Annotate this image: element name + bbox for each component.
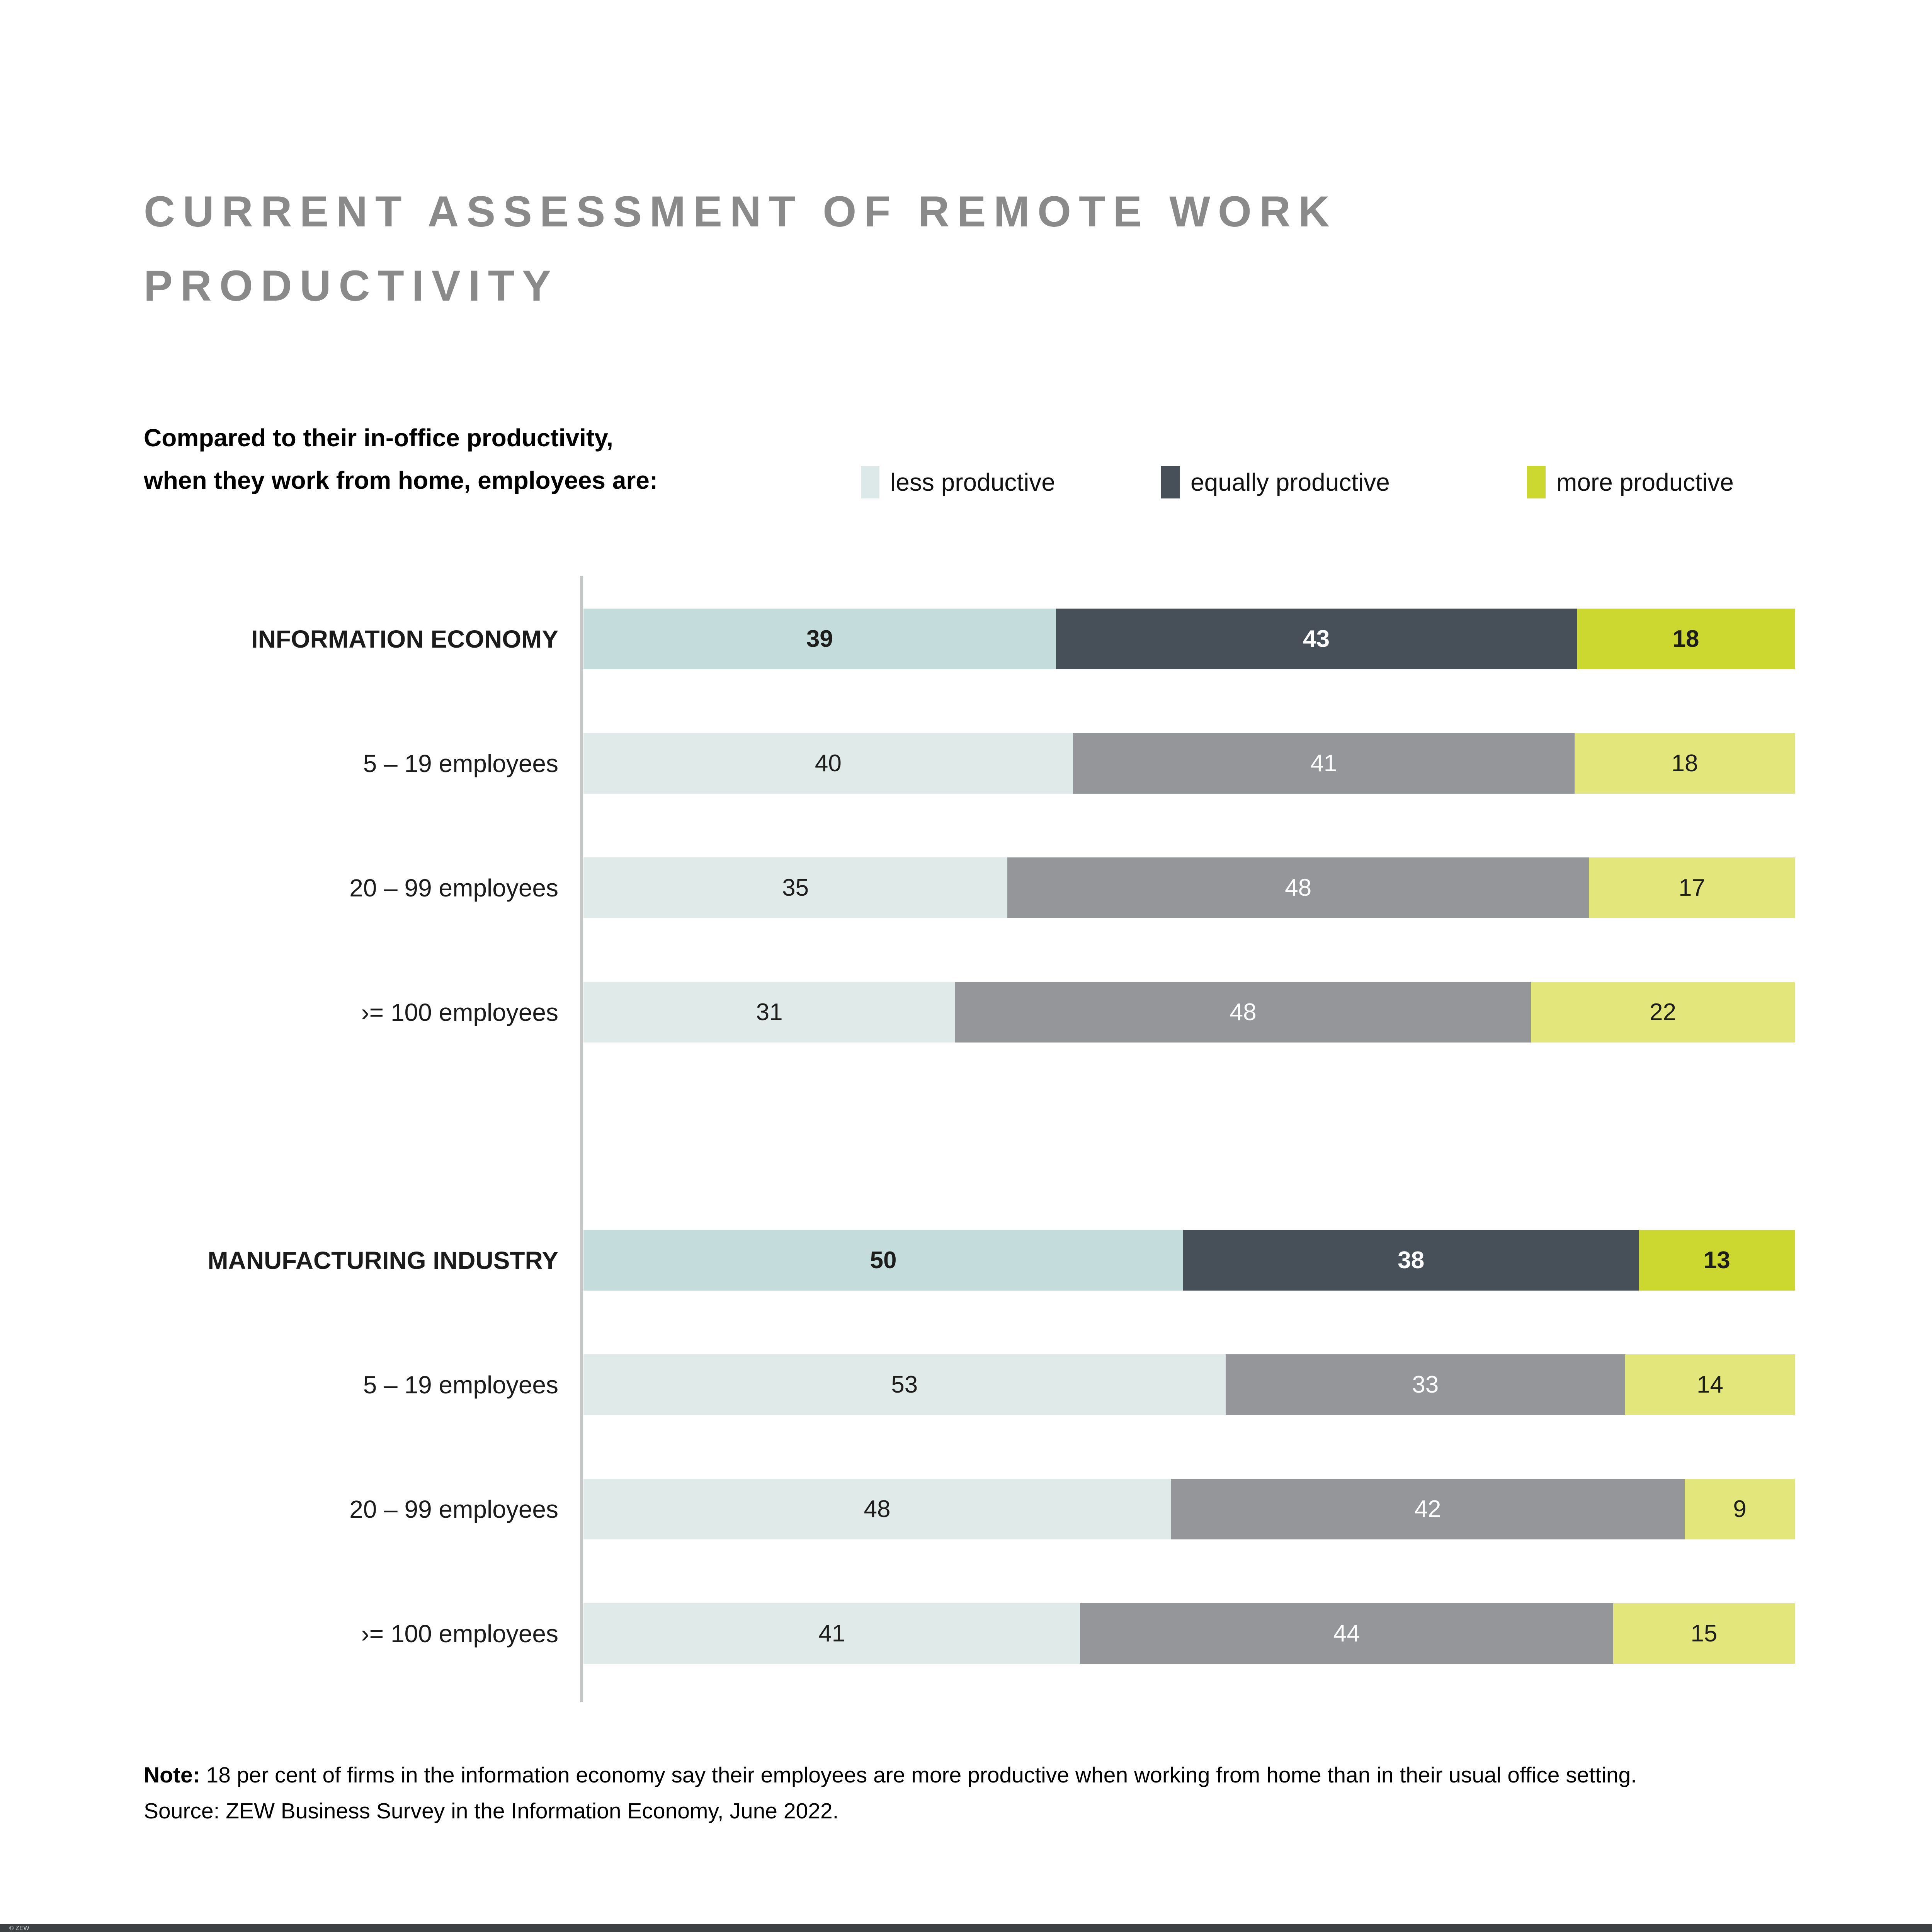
stacked-bar: 39 43 18 xyxy=(583,609,1795,669)
bar-segment-less-productive: 50 xyxy=(583,1230,1183,1291)
stacked-bar: 31 48 22 xyxy=(583,982,1795,1043)
segment-value: 44 xyxy=(1333,1620,1360,1647)
segment-value: 42 xyxy=(1414,1496,1441,1522)
bar-segment-more-productive: 17 xyxy=(1589,857,1795,918)
legend-label: more productive xyxy=(1556,468,1734,496)
segment-value: 40 xyxy=(815,750,842,777)
bar-segment-equally-productive: 48 xyxy=(955,982,1531,1043)
legend-label: less productive xyxy=(890,468,1055,496)
segment-value: 48 xyxy=(864,1496,891,1522)
segment-value: 48 xyxy=(1285,874,1312,901)
segment-value: 41 xyxy=(818,1620,845,1647)
row-label: 20 – 99 employees xyxy=(349,874,558,902)
stacked-bar: 35 48 17 xyxy=(583,857,1795,918)
chart-row: ›= 100 employees 41 44 15 xyxy=(0,1603,1932,1664)
bar-segment-more-productive: 18 xyxy=(1577,609,1795,669)
segment-value: 22 xyxy=(1650,999,1677,1026)
footnote: Note: 18 per cent of firms in the inform… xyxy=(144,1757,1637,1829)
stacked-bar: 53 33 14 xyxy=(583,1354,1795,1415)
segment-value: 18 xyxy=(1672,626,1699,652)
bar-segment-more-productive: 13 xyxy=(1639,1230,1795,1291)
legend-label: equally productive xyxy=(1190,468,1390,496)
segment-value: 9 xyxy=(1733,1496,1747,1522)
bar-segment-less-productive: 35 xyxy=(583,857,1008,918)
legend-item: less productive xyxy=(861,466,1055,498)
segment-value: 38 xyxy=(1398,1247,1425,1274)
chart-subtitle: Compared to their in-office productivity… xyxy=(144,417,658,502)
bar-segment-equally-productive: 38 xyxy=(1183,1230,1639,1291)
segment-value: 15 xyxy=(1690,1620,1718,1647)
page-title-line2: PRODUCTIVITY xyxy=(144,262,559,310)
segment-value: 13 xyxy=(1703,1247,1730,1274)
page-title: CURRENT ASSESSMENT OF REMOTE WORK PRODUC… xyxy=(144,175,1337,323)
bar-segment-less-productive: 53 xyxy=(583,1354,1226,1415)
row-label: 5 – 19 employees xyxy=(363,749,558,777)
segment-value: 41 xyxy=(1310,750,1337,777)
segment-value: 43 xyxy=(1303,626,1330,652)
row-label: ›= 100 employees xyxy=(361,1619,558,1648)
stacked-bar: 50 38 13 xyxy=(583,1230,1795,1291)
legend-swatch xyxy=(861,466,879,498)
segment-value: 17 xyxy=(1679,874,1705,901)
bar-segment-equally-productive: 42 xyxy=(1171,1479,1685,1539)
segment-value: 39 xyxy=(806,626,833,652)
chart-axis-line xyxy=(580,576,583,1702)
segment-value: 50 xyxy=(870,1247,897,1274)
legend-swatch xyxy=(1161,466,1180,498)
chart-row: 5 – 19 employees 53 33 14 xyxy=(0,1354,1932,1415)
bar-segment-less-productive: 31 xyxy=(583,982,956,1043)
row-label: 20 – 99 employees xyxy=(349,1495,558,1523)
row-label: MANUFACTURING INDUSTRY xyxy=(207,1246,558,1274)
bar-segment-equally-productive: 41 xyxy=(1073,733,1575,794)
stacked-bar: 40 41 18 xyxy=(583,733,1795,794)
bar-segment-more-productive: 18 xyxy=(1574,733,1795,794)
bar-segment-less-productive: 39 xyxy=(583,609,1056,669)
row-label: INFORMATION ECONOMY xyxy=(251,625,558,653)
bar-segment-more-productive: 22 xyxy=(1531,982,1795,1043)
bar-segment-less-productive: 40 xyxy=(583,733,1073,794)
segment-value: 53 xyxy=(891,1371,918,1398)
segment-value: 48 xyxy=(1230,999,1257,1026)
footnote-note-label: Note: xyxy=(144,1763,200,1787)
chart-row: INFORMATION ECONOMY 39 43 18 xyxy=(0,609,1932,669)
footer-bar: © ZEW xyxy=(0,1924,1932,1932)
footnote-source-line: Source: ZEW Business Survey in the Infor… xyxy=(144,1799,839,1823)
chart-subtitle-line2: when they work from home, employees are: xyxy=(144,466,658,494)
bar-segment-equally-productive: 33 xyxy=(1225,1354,1626,1415)
segment-value: 35 xyxy=(782,874,809,901)
bar-segment-less-productive: 48 xyxy=(583,1479,1171,1539)
footnote-note-line: Note: 18 per cent of firms in the inform… xyxy=(144,1757,1637,1793)
chart-subtitle-line1: Compared to their in-office productivity… xyxy=(144,424,613,452)
segment-value: 14 xyxy=(1697,1371,1724,1398)
bar-segment-equally-productive: 48 xyxy=(1007,857,1589,918)
row-label: 5 – 19 employees xyxy=(363,1371,558,1399)
bar-segment-equally-productive: 44 xyxy=(1080,1603,1613,1664)
stacked-bar: 41 44 15 xyxy=(583,1603,1795,1664)
row-label: ›= 100 employees xyxy=(361,998,558,1026)
bar-segment-less-productive: 41 xyxy=(583,1603,1080,1664)
stacked-bar: 48 42 9 xyxy=(583,1479,1795,1539)
segment-value: 31 xyxy=(756,999,783,1026)
chart-row: ›= 100 employees 31 48 22 xyxy=(0,982,1932,1043)
bar-segment-equally-productive: 43 xyxy=(1056,609,1577,669)
bar-segment-more-productive: 9 xyxy=(1685,1479,1795,1539)
legend-swatch xyxy=(1527,466,1546,498)
bar-segment-more-productive: 15 xyxy=(1613,1603,1795,1664)
segment-value: 33 xyxy=(1412,1371,1439,1398)
page-title-line1: CURRENT ASSESSMENT OF REMOTE WORK xyxy=(144,187,1337,236)
chart-row: MANUFACTURING INDUSTRY 50 38 13 xyxy=(0,1230,1932,1291)
chart-row: 20 – 99 employees 35 48 17 xyxy=(0,857,1932,918)
legend-item: equally productive xyxy=(1161,466,1390,498)
chart-row: 20 – 99 employees 48 42 9 xyxy=(0,1479,1932,1539)
bar-segment-more-productive: 14 xyxy=(1625,1354,1795,1415)
footnote-note-text: 18 per cent of firms in the information … xyxy=(200,1763,1637,1787)
copyright-label: © ZEW xyxy=(9,1925,29,1932)
chart-row: 5 – 19 employees 40 41 18 xyxy=(0,733,1932,794)
segment-value: 18 xyxy=(1671,750,1698,777)
legend-item: more productive xyxy=(1527,466,1734,498)
